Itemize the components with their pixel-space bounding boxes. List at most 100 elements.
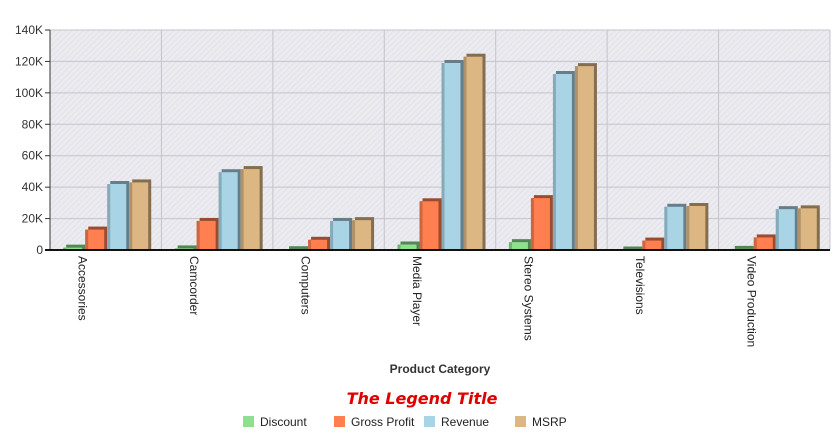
bar-msrp[interactable] bbox=[463, 53, 486, 250]
bar-shadow bbox=[734, 245, 754, 250]
bar-gross-profit[interactable] bbox=[753, 234, 776, 250]
bar-edge bbox=[686, 206, 690, 250]
bar-edge bbox=[330, 220, 334, 250]
legend-swatch bbox=[334, 416, 345, 427]
legend-label: MSRP bbox=[532, 415, 567, 429]
bar-face bbox=[508, 242, 528, 250]
legend-swatch bbox=[243, 416, 254, 427]
bar-revenue[interactable] bbox=[441, 60, 464, 250]
bar-face bbox=[642, 240, 662, 250]
legend-label: Gross Profit bbox=[351, 415, 415, 429]
bar-edge bbox=[85, 229, 89, 250]
legend-swatch bbox=[515, 416, 526, 427]
bar-revenue[interactable] bbox=[775, 206, 798, 250]
bar-msrp[interactable] bbox=[240, 166, 263, 250]
legend-item[interactable]: Gross Profit bbox=[334, 415, 415, 429]
bar-revenue[interactable] bbox=[107, 181, 130, 250]
x-tick-label: Stereo Systems bbox=[521, 256, 535, 341]
bar-face bbox=[330, 220, 350, 250]
x-tick-label: Media Player bbox=[410, 256, 424, 326]
x-tick-label: Computers bbox=[299, 256, 313, 315]
bar-face bbox=[129, 182, 149, 250]
bars bbox=[63, 53, 820, 251]
grid-lines bbox=[50, 29, 831, 250]
legend-item[interactable]: MSRP bbox=[515, 415, 567, 429]
bar-discount[interactable] bbox=[397, 241, 420, 251]
legend-item[interactable]: Discount bbox=[243, 415, 307, 429]
bar-edge bbox=[530, 198, 534, 250]
legend-item[interactable]: Revenue bbox=[424, 415, 489, 429]
x-tick-label: Televisions bbox=[633, 256, 647, 315]
bar-gross-profit[interactable] bbox=[642, 237, 665, 250]
bar-edge bbox=[196, 220, 200, 250]
bar-gross-profit[interactable] bbox=[196, 217, 219, 250]
bar-face bbox=[775, 209, 795, 250]
bar-shadow bbox=[623, 246, 643, 250]
bar-edge bbox=[240, 169, 244, 250]
bar-edge bbox=[397, 244, 401, 250]
bar-edge bbox=[107, 184, 111, 250]
y-tick-label: 80K bbox=[22, 117, 43, 131]
bar-discount[interactable] bbox=[508, 239, 531, 250]
bar-edge bbox=[664, 206, 668, 250]
bar-edge bbox=[352, 220, 356, 250]
bar-face bbox=[419, 201, 439, 250]
bar-face bbox=[574, 66, 594, 251]
bar-edge bbox=[441, 63, 445, 250]
bar-edge bbox=[775, 209, 779, 250]
bar-revenue[interactable] bbox=[664, 203, 687, 250]
x-tick-label: Camcorder bbox=[187, 256, 201, 315]
bar-edge bbox=[797, 208, 801, 250]
bar-gross-profit[interactable] bbox=[530, 195, 553, 250]
bar-msrp[interactable] bbox=[352, 217, 375, 250]
bar-edge bbox=[129, 182, 133, 250]
bar-gross-profit[interactable] bbox=[85, 226, 108, 250]
y-tick-label: 20K bbox=[22, 212, 43, 226]
legend-label: Discount bbox=[260, 415, 307, 429]
bar-msrp[interactable] bbox=[129, 179, 152, 250]
y-tick-label: 60K bbox=[22, 149, 43, 163]
bar-face bbox=[441, 63, 461, 250]
legend-title: The Legend Title bbox=[347, 389, 498, 408]
bar-revenue[interactable] bbox=[552, 71, 575, 250]
bar-face bbox=[196, 220, 216, 250]
bar-gross-profit[interactable] bbox=[419, 198, 442, 250]
bar-shadow bbox=[289, 246, 309, 250]
bar-edge bbox=[463, 56, 467, 250]
bar-revenue[interactable] bbox=[330, 217, 353, 250]
bar-face bbox=[240, 169, 260, 250]
bar-edge bbox=[642, 240, 646, 250]
bar-edge bbox=[508, 242, 512, 250]
bar-edge bbox=[574, 66, 578, 251]
bar-gross-profit[interactable] bbox=[308, 236, 331, 250]
bar-msrp[interactable] bbox=[574, 63, 597, 251]
x-tick-label: Video Production bbox=[744, 256, 758, 347]
bar-discount[interactable] bbox=[63, 244, 86, 250]
legend-label: Revenue bbox=[441, 415, 489, 429]
y-tick-label: 40K bbox=[22, 180, 43, 194]
bar-edge bbox=[63, 247, 67, 250]
bar-edge bbox=[308, 239, 312, 250]
bar-msrp[interactable] bbox=[797, 205, 820, 250]
bar-face bbox=[664, 206, 684, 250]
y-tick-label: 100K bbox=[15, 86, 43, 100]
bar-face bbox=[397, 244, 417, 250]
bar-face bbox=[63, 247, 83, 250]
bar-face bbox=[107, 184, 127, 250]
bar-shadow bbox=[66, 244, 86, 250]
bar-face bbox=[308, 239, 328, 250]
bar-face bbox=[753, 237, 773, 250]
legend-swatch bbox=[424, 416, 435, 427]
y-tick-label: 120K bbox=[15, 54, 43, 68]
bar-msrp[interactable] bbox=[686, 203, 709, 250]
y-tick-label: 0 bbox=[36, 243, 43, 257]
bar-face bbox=[530, 198, 550, 250]
bar-revenue[interactable] bbox=[218, 169, 241, 250]
axes: 0 20K 40K 60K 80K 100K 120K 140K Accessories Camc… bbox=[15, 23, 830, 347]
bar-shadow bbox=[177, 245, 197, 250]
bar-face bbox=[686, 206, 706, 250]
bar-edge bbox=[753, 237, 757, 250]
bar-edge bbox=[218, 172, 222, 250]
bar-face bbox=[552, 74, 572, 250]
